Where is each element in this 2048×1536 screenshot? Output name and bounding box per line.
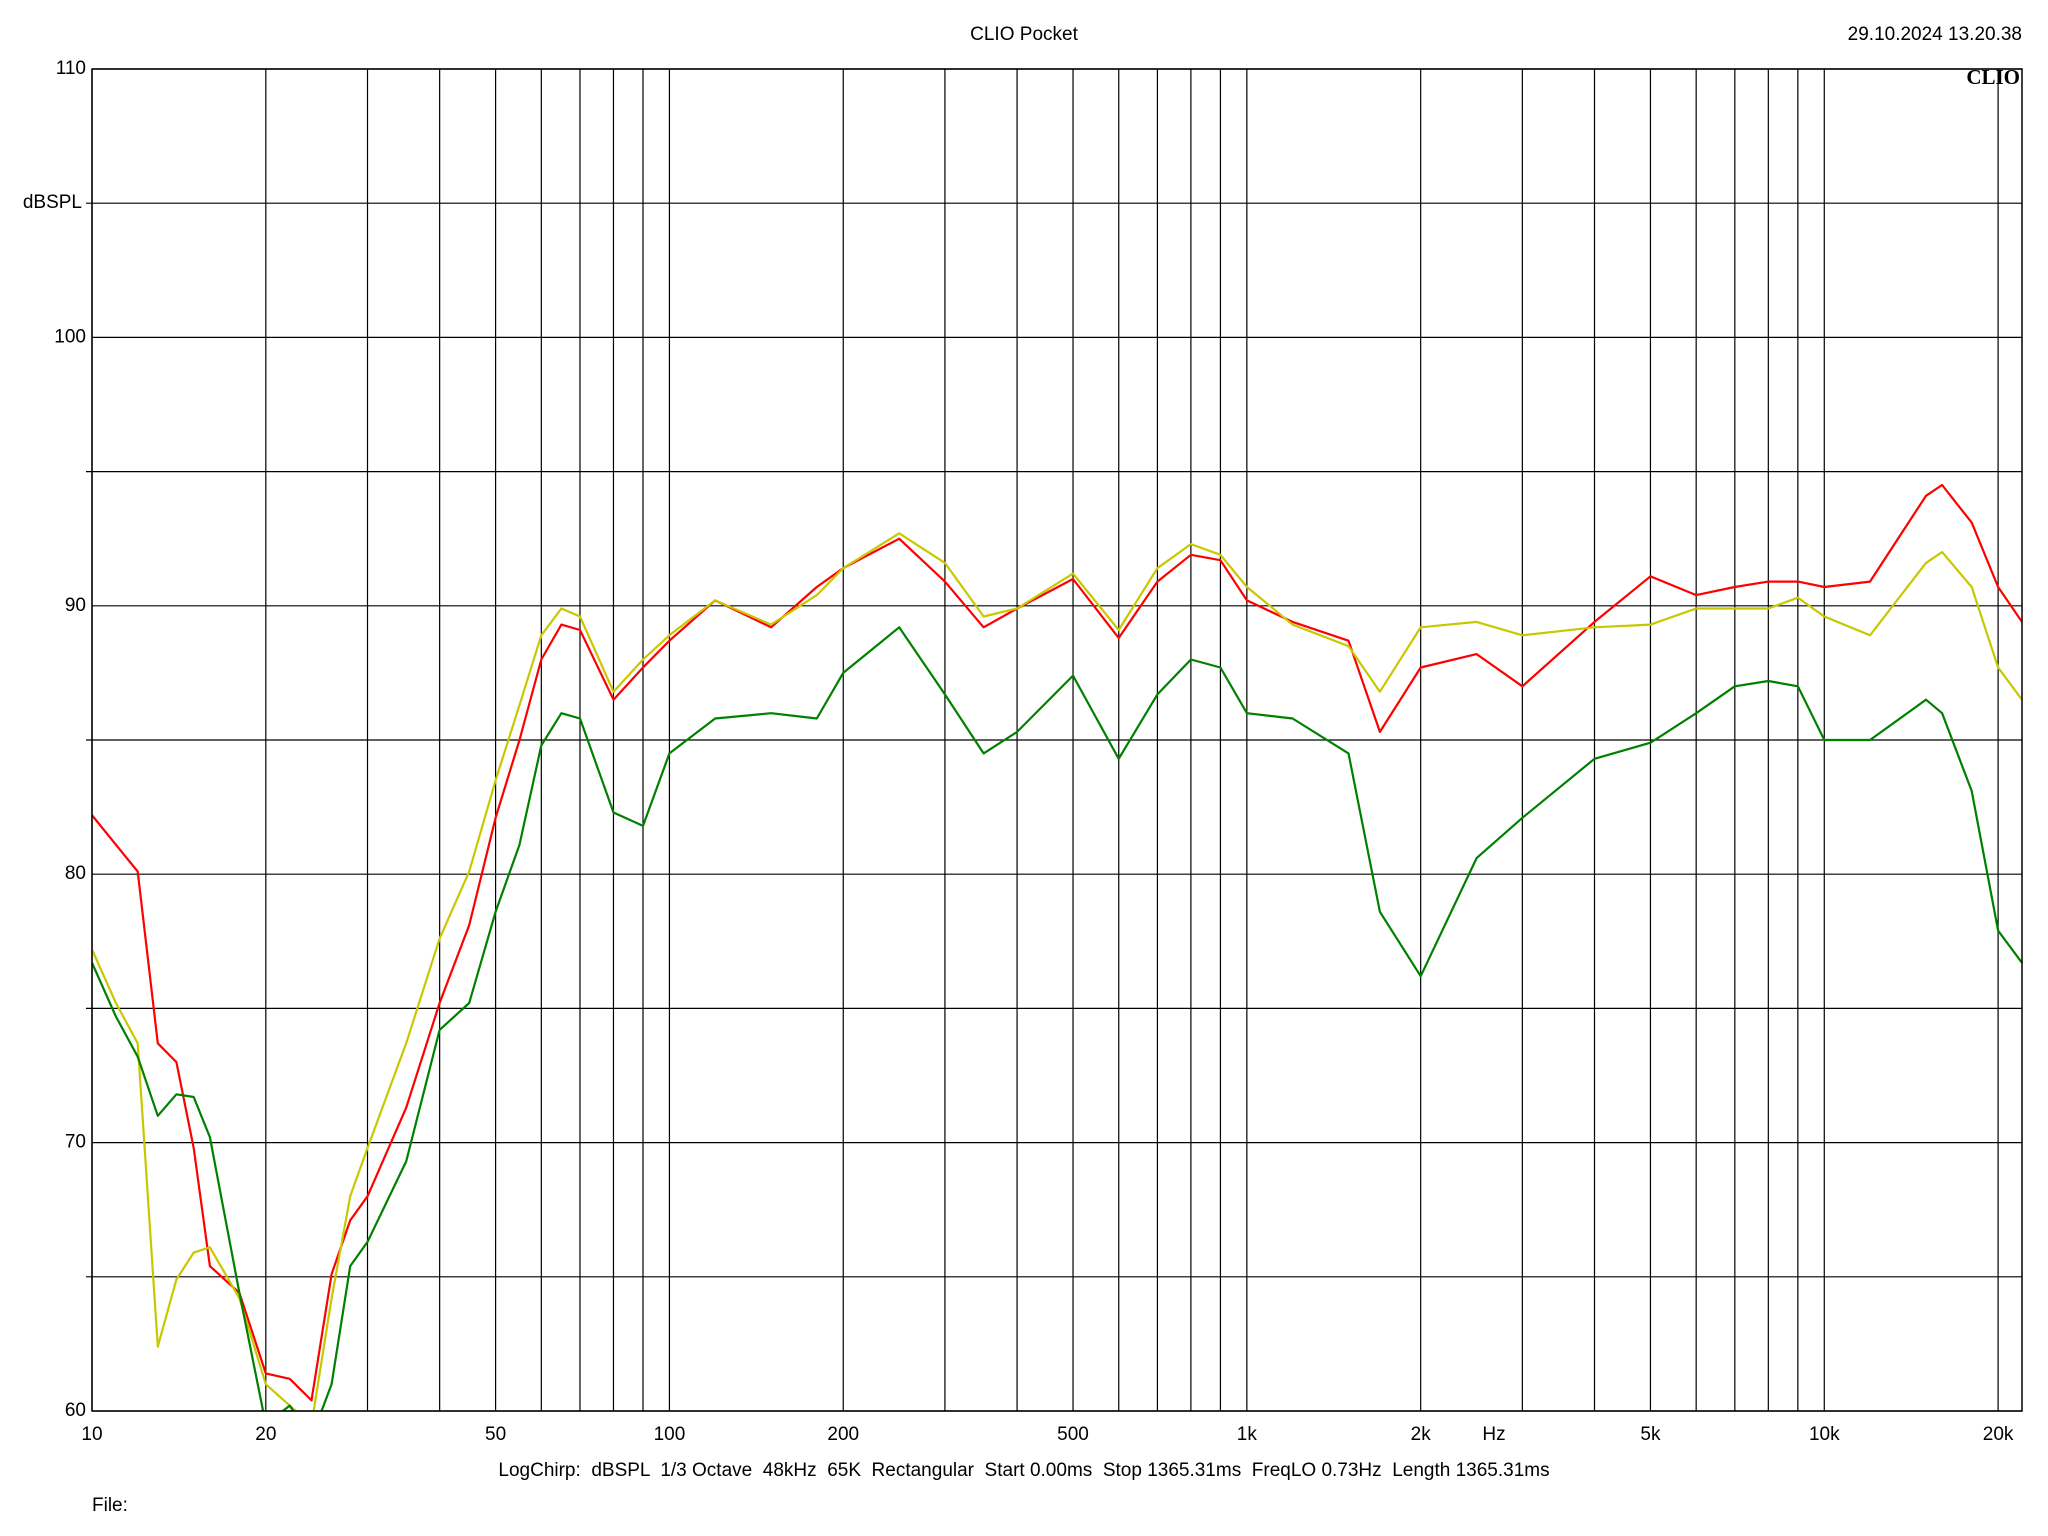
x-tick-label: 2k [1411, 1424, 1432, 1445]
x-tick-label: 200 [827, 1424, 859, 1445]
plot-frame [91, 68, 2023, 1412]
series-line [92, 483, 2022, 1402]
x-tick-label: 5k [1640, 1424, 1661, 1445]
x-tick-label: 100 [654, 1424, 686, 1445]
y-tick-label: 80 [65, 863, 86, 884]
grid [86, 68, 2022, 1412]
y-tick-label: 90 [65, 595, 86, 616]
x-tick-label: 10 [81, 1424, 102, 1445]
x-axis-label: Hz [1482, 1424, 1505, 1445]
y-tick-label: 110 [56, 58, 86, 79]
y-tick-label: 60 [65, 1400, 86, 1421]
file-label: File: [92, 1495, 128, 1516]
y-tick-label: 100 [54, 326, 86, 347]
x-tick-label: 20k [1983, 1424, 2014, 1445]
timestamp: 29.10.2024 13.20.38 [1848, 24, 2022, 45]
series-line [92, 532, 2022, 1411]
x-tick-label: 50 [485, 1424, 506, 1445]
series-line [92, 626, 2022, 1411]
plot-lines [92, 483, 2022, 1411]
footer: LogChirp: dBSPL 1/3 Octave 48kHz 65K Rec… [498, 1460, 1549, 1481]
x-tick-label: 1k [1237, 1424, 1258, 1445]
x-tick-label: 10k [1809, 1424, 1840, 1445]
x-tick-label: 500 [1057, 1424, 1089, 1445]
y-axis-label: dBSPL [23, 192, 82, 213]
chart-title: CLIO Pocket [970, 24, 1078, 45]
y-tick-label: 70 [65, 1132, 86, 1153]
x-tick-label: 20 [255, 1424, 276, 1445]
